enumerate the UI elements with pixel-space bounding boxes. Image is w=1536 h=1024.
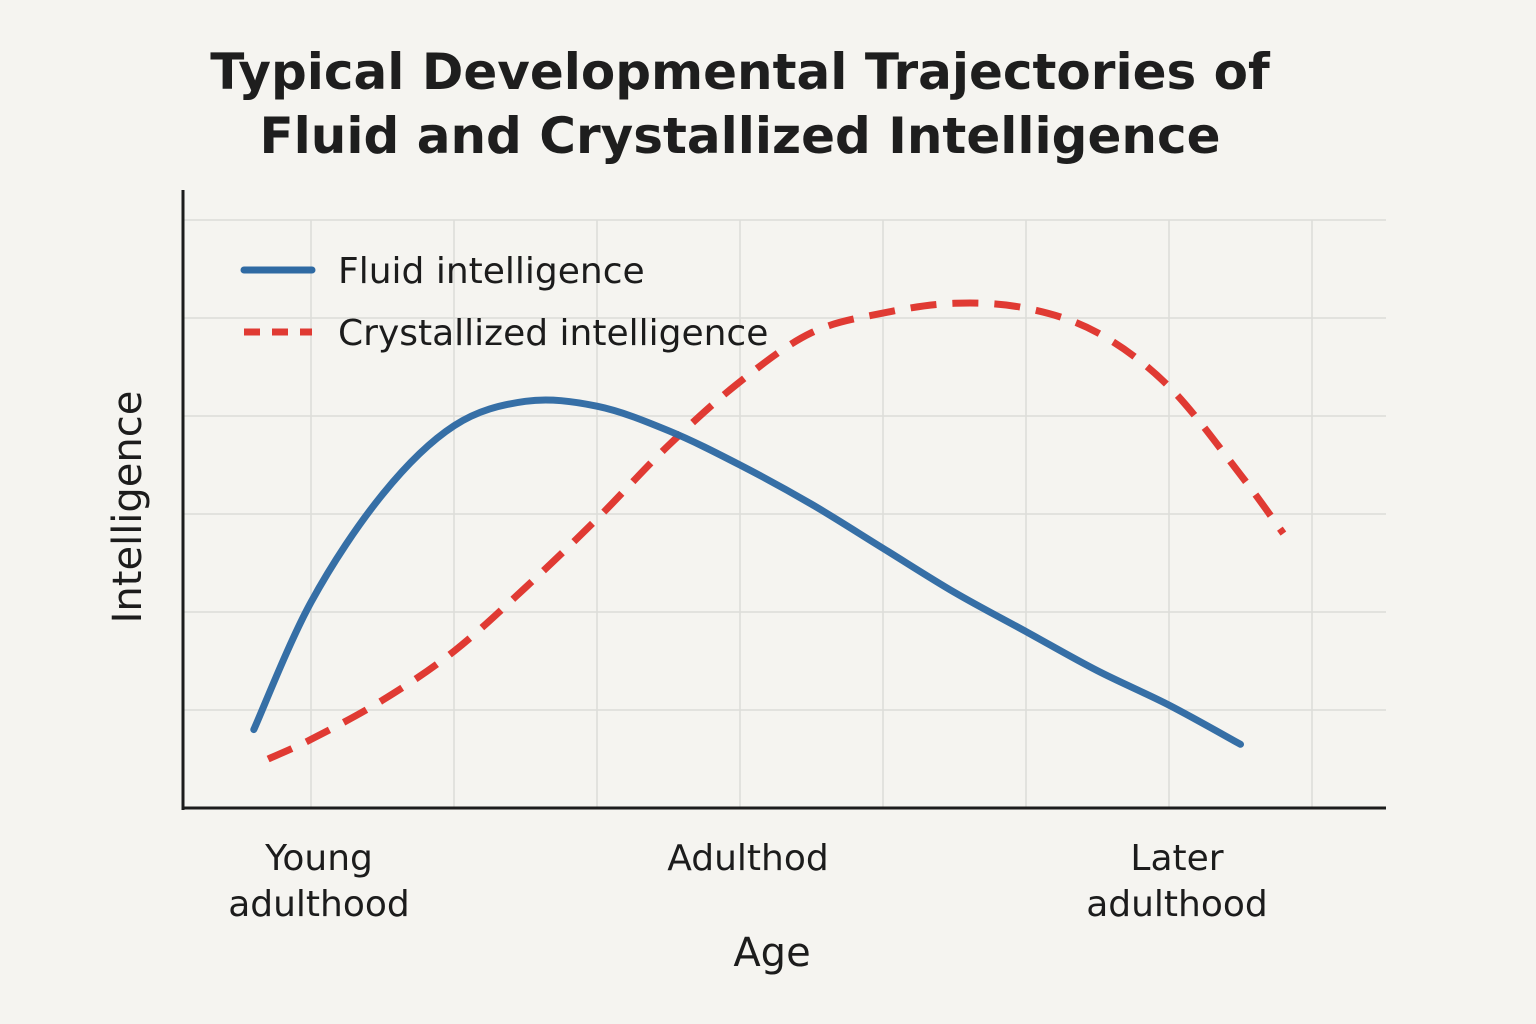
x-tick-label-line: Later [1130, 838, 1223, 879]
y-axis-title: Intelligence [105, 391, 151, 624]
x-tick-label: Adulthod [667, 838, 828, 879]
legend-item-crystallized: Crystallized intelligence [244, 313, 768, 354]
x-tick-label: Later adulthood [1086, 838, 1268, 925]
grid [183, 219, 1386, 808]
x-tick-label: Young adulthood [228, 838, 410, 925]
legend-label: Fluid intelligence [338, 251, 645, 292]
x-tick-label-line: Adulthod [667, 838, 828, 879]
legend-label: Crystallized intelligence [338, 313, 768, 354]
chart-title-line-2: Fluid and Crystallized Intelligence [259, 107, 1221, 165]
x-tick-label-line: adulthood [1086, 884, 1268, 925]
chart-title-line-1: Typical Developmental Trajectories of [210, 43, 1270, 101]
crystallized-intelligence-line [266, 299, 1287, 763]
legend-item-fluid: Fluid intelligence [240, 251, 645, 292]
fluid-intelligence-line [250, 396, 1244, 748]
x-tick-labels: Young adulthood Adulthod Later adulthood [228, 838, 1268, 925]
series-layer [250, 299, 1287, 763]
x-axis-title: Age [733, 930, 810, 976]
legend: Fluid intelligence Crystallized intellige… [240, 251, 768, 354]
chart-title: Typical Developmental Trajectories of Fl… [0, 40, 1480, 168]
x-tick-label-line: adulthood [228, 884, 410, 925]
x-tick-label-line: Young [264, 838, 373, 879]
axes [181, 190, 1386, 810]
